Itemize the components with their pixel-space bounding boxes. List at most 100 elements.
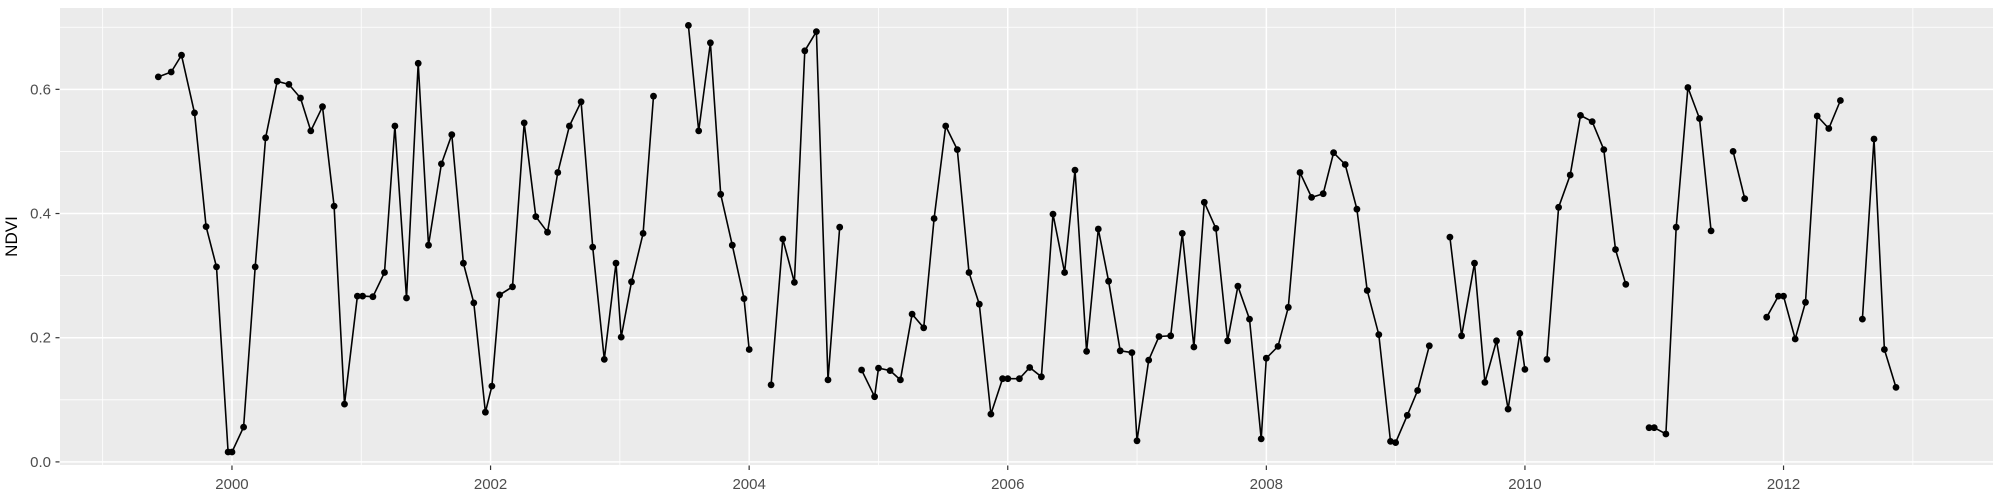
data-point (1775, 292, 1782, 300)
data-point (1061, 269, 1068, 276)
data-point (228, 448, 236, 456)
data-point (1083, 348, 1090, 355)
data-point (740, 295, 748, 302)
x-axis-tick-labels: 2000 2002 2004 2006 2008 2010 2012 (215, 476, 1800, 493)
data-point (1262, 354, 1270, 362)
data-point (858, 366, 865, 374)
data-point (695, 127, 703, 135)
data-point (897, 376, 904, 384)
data-point (801, 47, 809, 55)
data-point (745, 346, 753, 353)
data-point (460, 259, 467, 267)
data-point (1004, 375, 1012, 383)
data-point (1780, 292, 1787, 300)
data-point (1600, 146, 1608, 154)
data-point (1246, 315, 1253, 323)
data-point (496, 291, 503, 299)
data-point (1588, 118, 1596, 125)
data-point (930, 215, 938, 222)
data-point (1071, 166, 1079, 174)
data-point (953, 146, 961, 154)
data-point (886, 367, 894, 374)
data-point (213, 263, 220, 271)
data-point (650, 92, 657, 100)
data-point (1481, 379, 1489, 386)
data-point (1802, 298, 1809, 306)
series-line-segment (1546, 114, 1627, 360)
data-point (987, 410, 995, 418)
data-point (1458, 332, 1465, 340)
data-point (600, 356, 608, 363)
data-point (1425, 342, 1433, 350)
data-point (1837, 97, 1844, 104)
data-point (767, 381, 775, 389)
data-point (813, 28, 820, 35)
data-point (488, 382, 496, 390)
data-point (1319, 190, 1327, 198)
data-point (1353, 205, 1361, 213)
data-point (414, 59, 422, 67)
data-point (403, 294, 410, 302)
data-point (1650, 424, 1658, 432)
data-point (1577, 112, 1584, 119)
data-point (1543, 356, 1551, 363)
data-point (1190, 343, 1198, 351)
data-point (707, 39, 714, 47)
series-line-segment (1732, 151, 1746, 199)
data-point (1049, 210, 1057, 218)
data-point (1403, 411, 1411, 419)
axis-tick-marks (55, 88, 1785, 470)
data-point (1859, 315, 1866, 323)
data-point (262, 134, 269, 142)
data-point (1672, 223, 1680, 231)
data-points (154, 22, 1900, 456)
y-tick-label: 0.2 (30, 330, 51, 347)
data-point (1825, 125, 1833, 132)
x-tick-label: 2012 (1767, 476, 1800, 493)
x-tick-label: 2004 (732, 476, 765, 493)
data-point (1375, 331, 1383, 338)
data-point (1471, 259, 1478, 267)
y-tick-label: 0.4 (30, 206, 51, 223)
data-point (999, 375, 1006, 383)
data-point (354, 292, 361, 300)
data-point (1555, 203, 1562, 211)
data-point (1128, 349, 1136, 356)
data-point (470, 299, 478, 307)
series-line-segment (1449, 237, 1526, 410)
data-point (178, 51, 185, 59)
plot-panel (60, 8, 1993, 465)
data-point (1791, 335, 1799, 343)
data-point (1414, 387, 1421, 394)
data-point (965, 269, 973, 276)
data-point (251, 263, 259, 271)
data-point (1566, 171, 1574, 179)
data-point (285, 81, 293, 88)
data-point (1341, 161, 1349, 168)
data-point (717, 190, 725, 198)
data-point (1446, 233, 1454, 241)
minor-gridlines (60, 8, 1993, 465)
data-point (1684, 84, 1692, 91)
data-point (639, 230, 647, 237)
data-point (871, 393, 878, 401)
data-point (554, 169, 562, 176)
data-point (154, 73, 162, 81)
data-point (1308, 194, 1315, 201)
data-point (1224, 337, 1231, 345)
data-point (297, 94, 304, 102)
data-point (240, 423, 248, 431)
data-point (875, 364, 882, 372)
data-point (359, 292, 366, 300)
major-gridlines (60, 8, 1993, 465)
data-point (1284, 303, 1292, 311)
data-point (1133, 437, 1141, 445)
data-point (1296, 169, 1304, 176)
data-point (1612, 246, 1619, 253)
data-point (482, 408, 489, 416)
data-point (532, 213, 540, 221)
data-point (1167, 332, 1175, 340)
data-point (330, 202, 338, 210)
